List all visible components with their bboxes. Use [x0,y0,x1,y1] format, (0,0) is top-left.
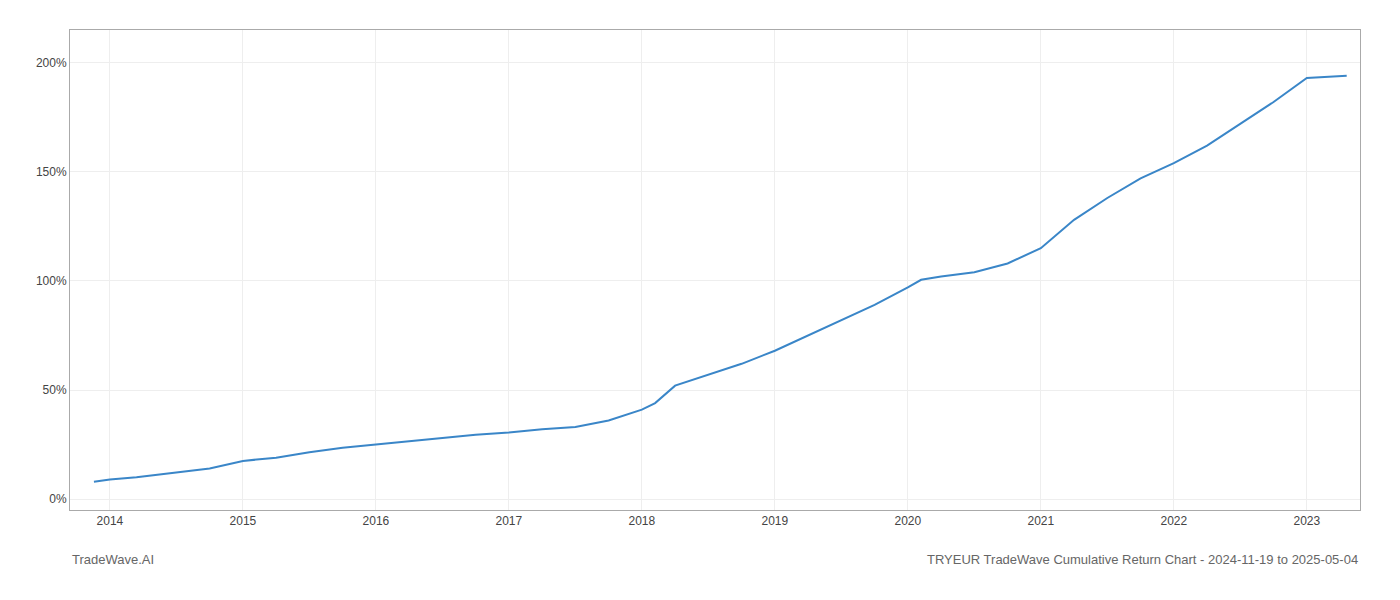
svg-text:2017: 2017 [496,514,523,528]
svg-text:200%: 200% [36,56,67,70]
svg-text:2023: 2023 [1293,514,1320,528]
svg-text:50%: 50% [43,383,67,397]
svg-text:2020: 2020 [894,514,921,528]
svg-text:2022: 2022 [1160,514,1187,528]
svg-text:2014: 2014 [97,514,124,528]
svg-text:2016: 2016 [363,514,390,528]
svg-text:2018: 2018 [629,514,656,528]
svg-text:TRYEUR TradeWave Cumulative Re: TRYEUR TradeWave Cumulative Return Chart… [927,552,1358,567]
svg-text:2015: 2015 [230,514,257,528]
svg-text:2019: 2019 [761,514,788,528]
svg-text:150%: 150% [36,165,67,179]
svg-text:TradeWave.AI: TradeWave.AI [72,552,154,567]
svg-text:100%: 100% [36,274,67,288]
svg-text:0%: 0% [49,492,67,506]
svg-text:2021: 2021 [1027,514,1054,528]
